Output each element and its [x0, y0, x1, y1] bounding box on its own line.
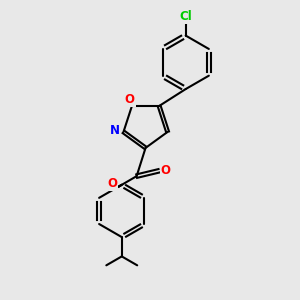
Text: N: N [110, 124, 120, 137]
Text: O: O [107, 177, 117, 190]
Text: Cl: Cl [179, 10, 192, 23]
Text: O: O [125, 93, 135, 106]
Text: O: O [160, 164, 170, 177]
